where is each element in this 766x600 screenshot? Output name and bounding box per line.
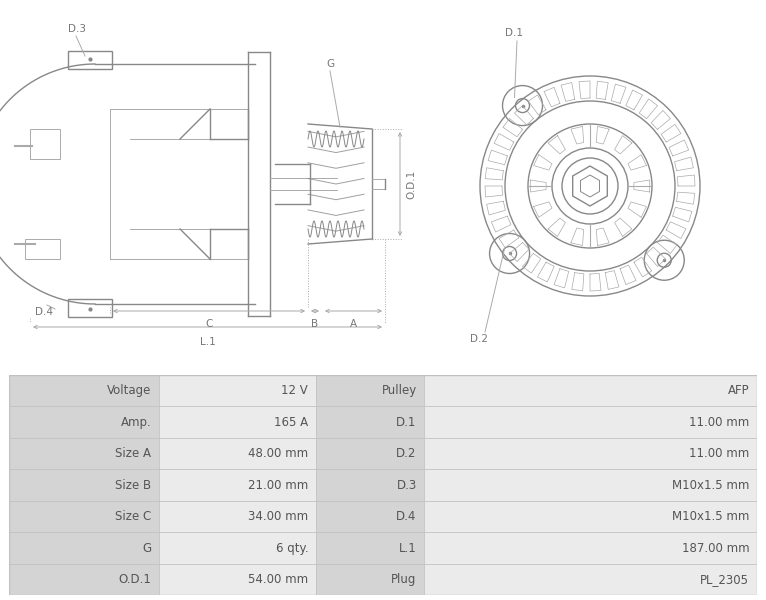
Bar: [316, 564, 424, 595]
Bar: [159, 469, 316, 501]
Text: Plug: Plug: [391, 573, 417, 586]
Text: Pulley: Pulley: [381, 384, 417, 397]
Bar: [316, 438, 424, 469]
Text: 6 qty.: 6 qty.: [276, 542, 308, 554]
Text: O.D.1: O.D.1: [119, 573, 151, 586]
Bar: [9, 438, 159, 469]
Text: D.1: D.1: [505, 28, 523, 38]
Bar: [424, 501, 757, 532]
Text: Size C: Size C: [115, 510, 151, 523]
Bar: [424, 406, 757, 438]
Text: L.1: L.1: [399, 542, 417, 554]
Text: Size A: Size A: [115, 447, 151, 460]
Text: 165 A: 165 A: [274, 416, 308, 428]
Bar: [159, 564, 316, 595]
Bar: [316, 469, 424, 501]
Text: D.2: D.2: [396, 447, 417, 460]
Text: 12 V: 12 V: [281, 384, 308, 397]
Bar: [159, 438, 316, 469]
Text: O.D.1: O.D.1: [406, 169, 416, 199]
Text: 11.00 mm: 11.00 mm: [689, 447, 749, 460]
Bar: [9, 564, 159, 595]
Text: D.3: D.3: [68, 24, 86, 34]
Text: A: A: [350, 319, 357, 329]
Bar: [68, 299, 112, 317]
Text: B: B: [312, 319, 319, 329]
Text: D.2: D.2: [470, 334, 488, 344]
Bar: [159, 501, 316, 532]
Text: 21.00 mm: 21.00 mm: [248, 479, 308, 491]
Text: D.1: D.1: [396, 416, 417, 428]
Bar: [68, 51, 112, 69]
Text: D.3: D.3: [396, 479, 417, 491]
Text: 48.00 mm: 48.00 mm: [248, 447, 308, 460]
Bar: [316, 501, 424, 532]
Bar: [316, 375, 424, 406]
Bar: [424, 469, 757, 501]
Text: D.4: D.4: [396, 510, 417, 523]
Text: PL_2305: PL_2305: [700, 573, 749, 586]
Bar: [424, 438, 757, 469]
Text: L.1: L.1: [200, 337, 215, 347]
Text: 34.00 mm: 34.00 mm: [248, 510, 308, 523]
Bar: [424, 375, 757, 406]
Bar: [25, 239, 60, 259]
Text: G: G: [142, 542, 151, 554]
Bar: [159, 406, 316, 438]
Bar: [316, 532, 424, 564]
Text: Voltage: Voltage: [107, 384, 151, 397]
Text: 187.00 mm: 187.00 mm: [682, 542, 749, 554]
Bar: [9, 532, 159, 564]
Bar: [9, 375, 159, 406]
Text: 11.00 mm: 11.00 mm: [689, 416, 749, 428]
Bar: [424, 564, 757, 595]
Text: 54.00 mm: 54.00 mm: [248, 573, 308, 586]
Text: AFP: AFP: [728, 384, 749, 397]
Bar: [159, 532, 316, 564]
Bar: [9, 406, 159, 438]
Text: D.4: D.4: [35, 307, 53, 317]
Text: M10x1.5 mm: M10x1.5 mm: [672, 479, 749, 491]
Text: C: C: [205, 319, 213, 329]
Bar: [424, 532, 757, 564]
Text: Amp.: Amp.: [120, 416, 151, 428]
Bar: [159, 375, 316, 406]
Text: Size B: Size B: [115, 479, 151, 491]
Bar: [30, 129, 60, 159]
Text: M10x1.5 mm: M10x1.5 mm: [672, 510, 749, 523]
Bar: [9, 501, 159, 532]
Bar: [9, 469, 159, 501]
Text: G: G: [326, 59, 334, 69]
Bar: [316, 406, 424, 438]
